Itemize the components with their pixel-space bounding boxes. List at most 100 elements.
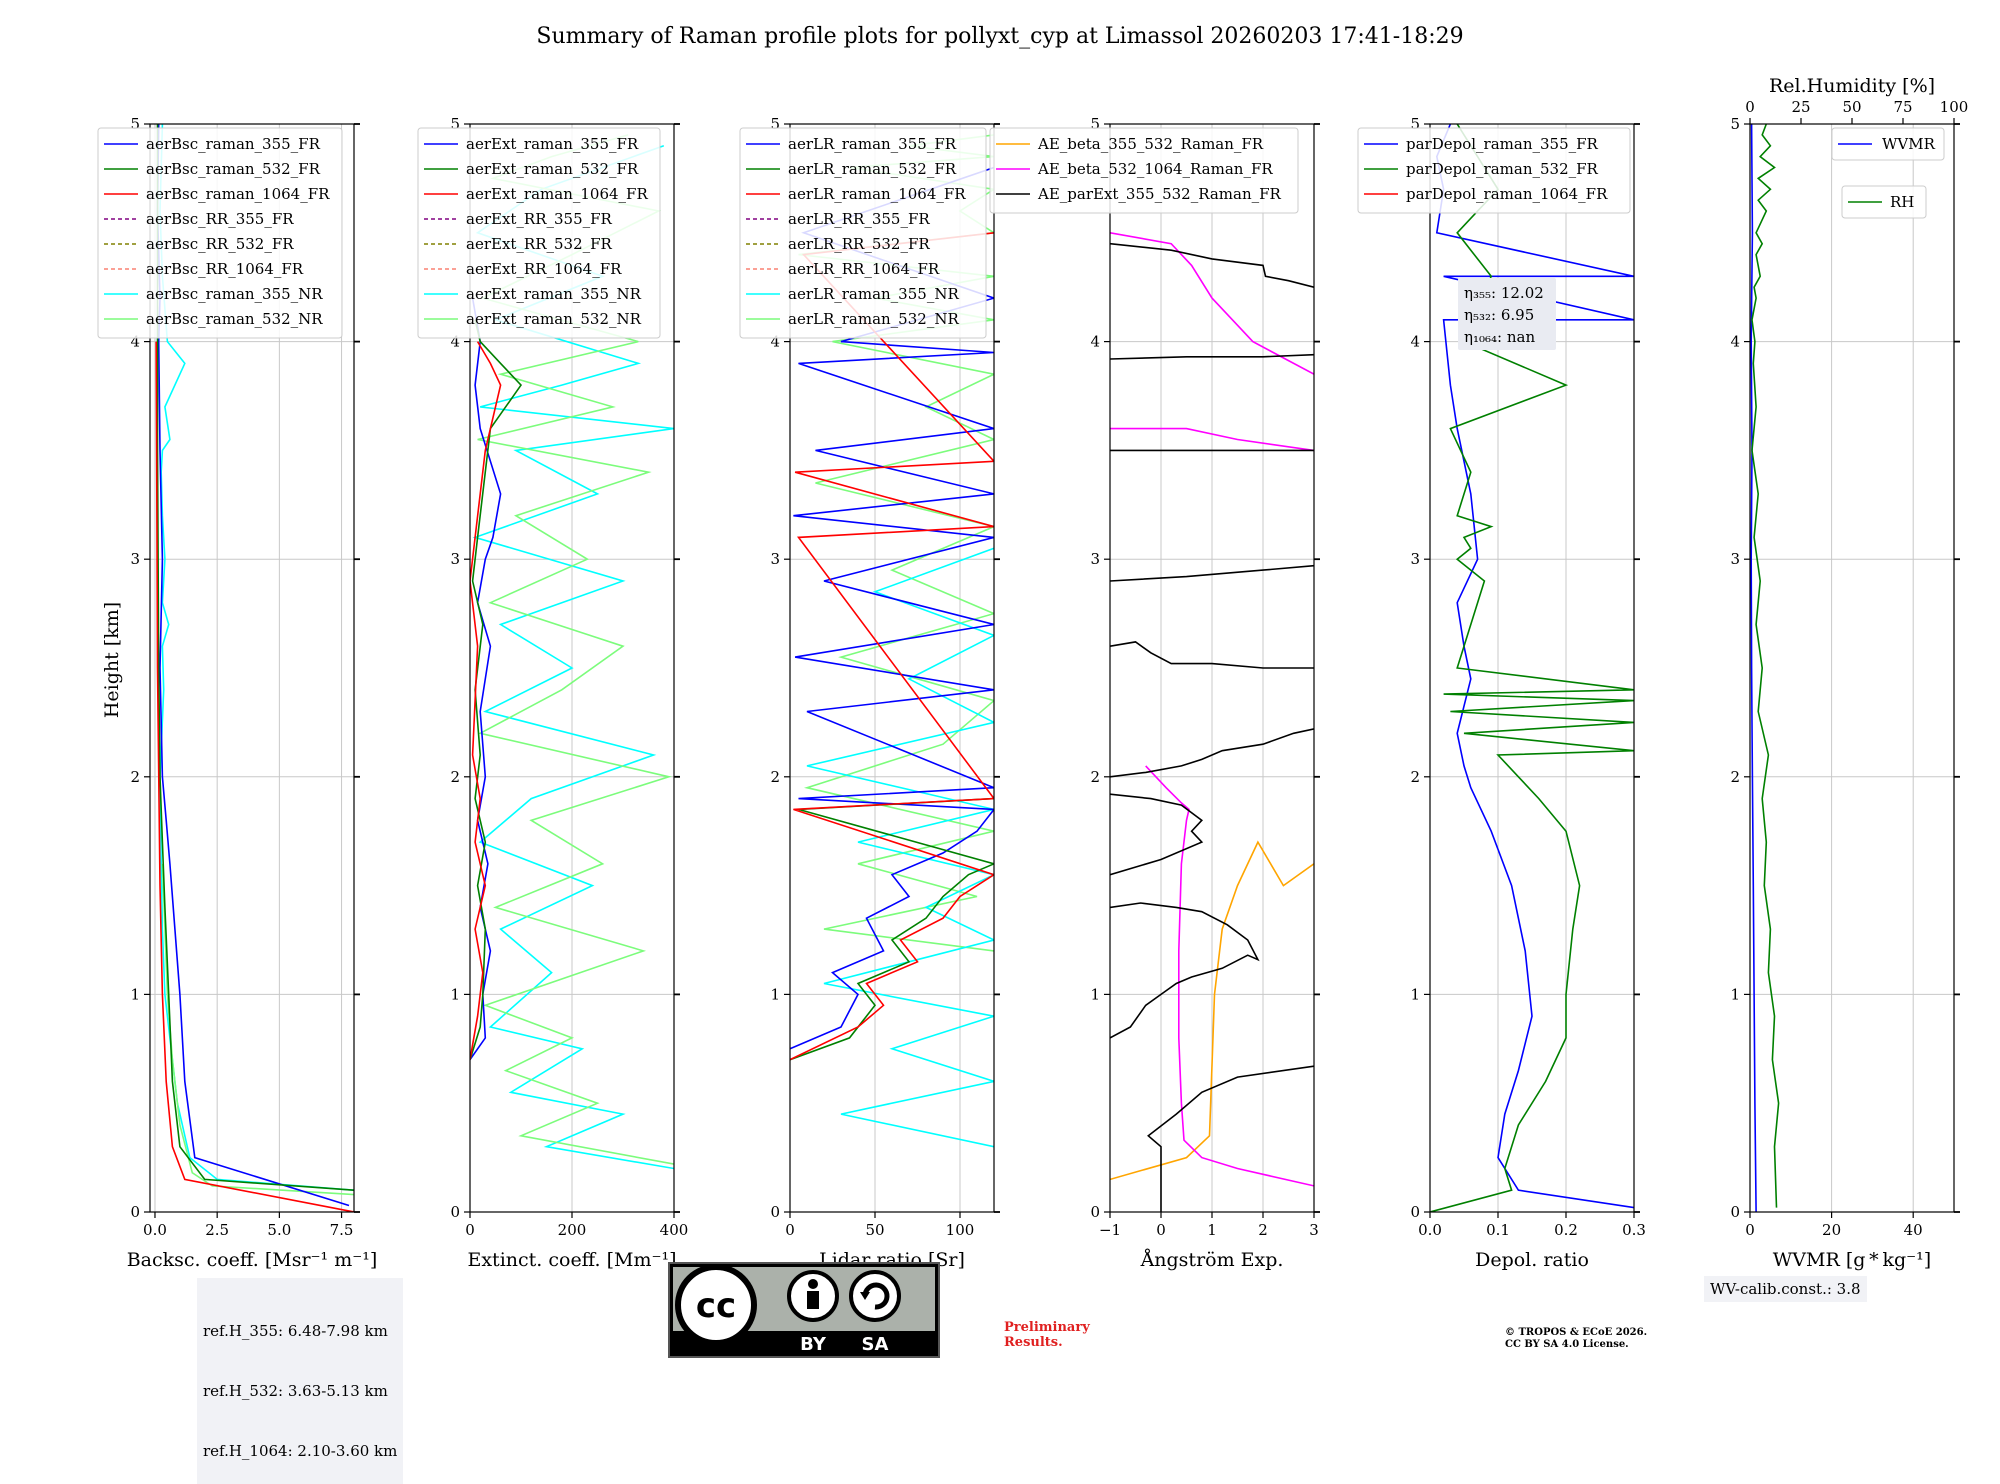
y-tick-label: 0 bbox=[1410, 1203, 1420, 1221]
y-tick-label: 0 bbox=[130, 1203, 140, 1221]
top-x-tick-label: 0 bbox=[1745, 98, 1755, 116]
series-AE_parExt_355_532_e bbox=[1110, 641, 1314, 669]
x-tick-label: 1 bbox=[1207, 1221, 1217, 1239]
legend-label: AE_beta_355_532_Raman_FR bbox=[1037, 135, 1264, 153]
series-AE_parExt_355_532_i bbox=[1110, 242, 1314, 288]
annotation-line: η₅₃₂: 6.95 bbox=[1464, 306, 1534, 324]
panel-depol: 0.0 0.1 0.2 0.3 0 1 2 3 4 5 Depol. ratio parDepol_r… bbox=[1357, 115, 1646, 1271]
x-tick-label: 0 bbox=[785, 1221, 795, 1239]
x-tick-label: 5.0 bbox=[267, 1221, 291, 1239]
y-tick-label: 4 bbox=[1090, 333, 1100, 351]
series-AE_parExt_355_532_c bbox=[1110, 793, 1204, 876]
y-tick-label: 4 bbox=[1410, 333, 1420, 351]
preliminary-line-1: Preliminary bbox=[1004, 1320, 1090, 1335]
series-group bbox=[790, 134, 994, 1148]
wv-calibration-note: WV-calib.const.: 3.8 bbox=[1704, 1276, 1867, 1302]
y-tick-label: 3 bbox=[130, 550, 140, 568]
legend-label: aerBsc_raman_1064_FR bbox=[146, 185, 330, 203]
reference-height-note: ref.H_355: 6.48-7.98 km ref.H_532: 3.63-… bbox=[197, 1278, 404, 1484]
x-tick-label: 7.5 bbox=[330, 1221, 354, 1239]
y-tick-label: 4 bbox=[130, 333, 140, 351]
series-AE_parExt_355_532_Raman_FR bbox=[1147, 1065, 1314, 1212]
y-tick-label: 4 bbox=[770, 333, 780, 351]
x-tick-label: 0.0 bbox=[143, 1221, 167, 1239]
y-tick-label: 2 bbox=[1730, 768, 1740, 786]
y-tick-label: 4 bbox=[1730, 333, 1740, 351]
legend-label: aerExt_RR_355_FR bbox=[466, 210, 613, 228]
legend: aerLR_raman_355_FR aerLR_raman_532_FR aerL… bbox=[739, 127, 987, 339]
preliminary-line-2: Results. bbox=[1004, 1335, 1063, 1350]
y-tick-label: 1 bbox=[130, 985, 140, 1003]
legend-label: aerBsc_raman_355_FR bbox=[146, 135, 321, 153]
legend-label: aerBsc_RR_1064_FR bbox=[146, 260, 304, 278]
series-aerBsc_raman_532_FR bbox=[156, 124, 354, 1191]
legend-label: aerLR_raman_355_FR bbox=[788, 135, 957, 153]
y-tick-label: 0 bbox=[1730, 1203, 1740, 1221]
svg-text:cc: cc bbox=[696, 1286, 736, 1326]
y-tick-label: 1 bbox=[1090, 985, 1100, 1003]
x-tick-label: 0.0 bbox=[1418, 1221, 1442, 1239]
series-AE_parExt_355_532_f bbox=[1110, 564, 1314, 582]
series-AE_parExt_355_532_b bbox=[1110, 902, 1260, 1039]
x-tick-label: −1 bbox=[1099, 1221, 1121, 1239]
legend: WVMR RH bbox=[1831, 127, 1945, 219]
refh-355: ref.H_355: 6.48-7.98 km bbox=[203, 1322, 388, 1340]
series-RH bbox=[1751, 124, 1780, 1208]
y-tick-label: 2 bbox=[770, 768, 780, 786]
plot-frame bbox=[149, 123, 355, 1213]
x-tick-label: 2 bbox=[1258, 1221, 1268, 1239]
y-tick-label: 3 bbox=[1410, 550, 1420, 568]
x-tick-label: 400 bbox=[660, 1221, 689, 1239]
series-group bbox=[1750, 124, 1780, 1212]
series-AE_beta_532_1064_upper bbox=[1110, 427, 1314, 452]
series-group bbox=[1110, 232, 1314, 1212]
top-x-tick-label: 25 bbox=[1791, 98, 1810, 116]
x-tick-label: 50 bbox=[865, 1221, 884, 1239]
y-tick-label: 1 bbox=[450, 985, 460, 1003]
refh-532: ref.H_532: 3.63-5.13 km bbox=[203, 1382, 388, 1400]
y-tick-label: 5 bbox=[1090, 115, 1100, 133]
legend-label: aerBsc_raman_532_FR bbox=[146, 160, 321, 178]
series-aerExt_raman_1064_FR bbox=[470, 341, 502, 1060]
legend-label: aerLR_raman_1064_FR bbox=[788, 185, 966, 203]
legend-label: aerLR_raman_532_FR bbox=[788, 160, 957, 178]
legend-label: AE_beta_532_1064_Raman_FR bbox=[1037, 160, 1273, 178]
legend-label: aerLR_raman_532_NR bbox=[788, 310, 959, 328]
y-tick-label: 0 bbox=[1090, 1203, 1100, 1221]
legend-label: aerLR_RR_355_FR bbox=[788, 210, 930, 228]
legend-label: aerLR_RR_1064_FR bbox=[788, 260, 940, 278]
x-axis-label: Depol. ratio bbox=[1475, 1249, 1589, 1271]
legend-label: aerExt_RR_532_FR bbox=[466, 235, 613, 253]
legend: AE_beta_355_532_Raman_FR AE_beta_532_1064… bbox=[989, 127, 1299, 214]
plot-frame bbox=[1429, 123, 1635, 1213]
series-AE_parExt_355_532_h bbox=[1110, 353, 1314, 360]
y-tick-label: 2 bbox=[450, 768, 460, 786]
x-axis-label: Ångström Exp. bbox=[1140, 1249, 1284, 1271]
series-AE_beta_532_1064_top bbox=[1110, 232, 1314, 375]
series-AE_beta_532_1064_Raman_FR bbox=[1145, 765, 1314, 1187]
legend-label: aerBsc_RR_355_FR bbox=[146, 210, 294, 228]
legend-label: aerBsc_RR_532_FR bbox=[146, 235, 294, 253]
series-group bbox=[1430, 124, 1634, 1212]
legend-label: aerLR_RR_532_FR bbox=[788, 235, 930, 253]
legend-box bbox=[97, 127, 343, 339]
legend-label: aerExt_RR_1064_FR bbox=[466, 260, 622, 278]
cc-icon bbox=[675, 1264, 757, 1346]
legend-label: aerBsc_raman_355_NR bbox=[146, 285, 323, 303]
license-by-text: BY bbox=[800, 1334, 827, 1355]
legend-label: aerExt_raman_355_NR bbox=[466, 285, 642, 303]
y-tick-label: 2 bbox=[1090, 768, 1100, 786]
figure-title: Summary of Raman profile plots for polly… bbox=[536, 24, 1463, 49]
eta-annotation: η₃₅₅: 12.02 η₅₃₂: 6.95 η₁₀₆₄: nan bbox=[1458, 278, 1556, 350]
legend-box bbox=[1841, 185, 1927, 219]
y-tick-label: 0 bbox=[450, 1203, 460, 1221]
license-sa-text: SA bbox=[862, 1334, 889, 1355]
series-aerExt_raman_355_FR bbox=[470, 297, 502, 1061]
legend-label: WVMR bbox=[1882, 135, 1936, 153]
x-tick-label: 2.5 bbox=[205, 1221, 229, 1239]
x-tick-label: 40 bbox=[1904, 1221, 1923, 1239]
legend-label: aerExt_raman_1064_FR bbox=[466, 185, 648, 203]
top-x-tick-label: 50 bbox=[1842, 98, 1861, 116]
figure: Summary of Raman profile plots for polly… bbox=[97, 24, 1968, 1271]
